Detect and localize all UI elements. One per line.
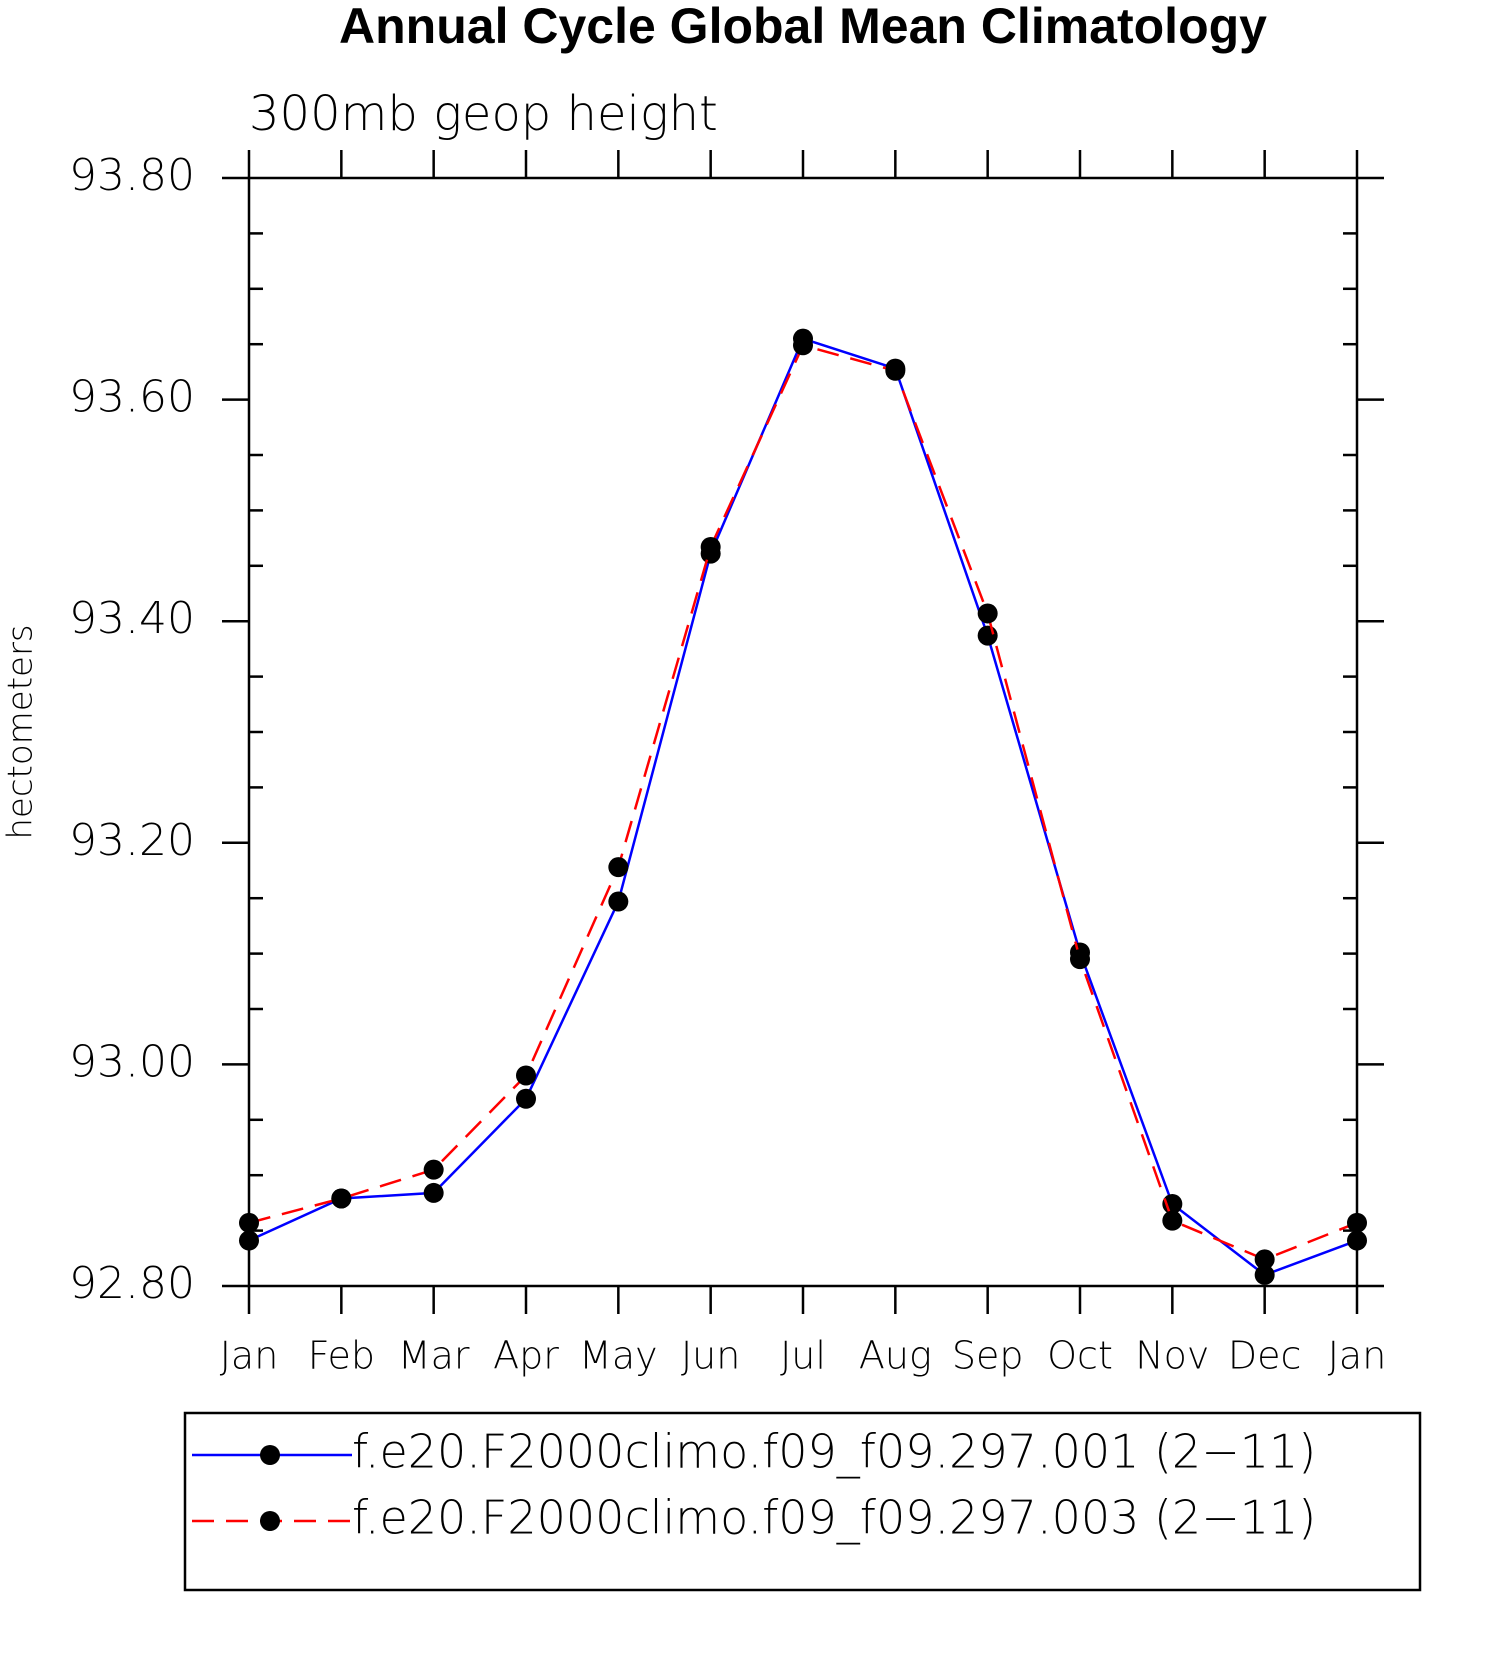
x-tick-label: Jul bbox=[780, 1334, 826, 1378]
marker bbox=[977, 625, 998, 646]
marker bbox=[1254, 1249, 1275, 1270]
y-tick-label: 93.20 bbox=[69, 815, 195, 866]
x-tick-label: Aug bbox=[859, 1334, 932, 1378]
marker bbox=[1347, 1212, 1367, 1233]
marker bbox=[331, 1188, 352, 1209]
legend-label: f.e20.F2000climo.f09_f09.297.003 (2−11) bbox=[352, 1491, 1316, 1545]
x-tick-label: Jan bbox=[1328, 1334, 1387, 1378]
marker bbox=[885, 360, 906, 381]
marker bbox=[1162, 1210, 1183, 1231]
marker bbox=[516, 1088, 536, 1109]
x-tick-label: Jan bbox=[220, 1334, 279, 1378]
marker bbox=[239, 1230, 259, 1251]
y-axis-label: hectometers bbox=[1, 624, 41, 839]
legend-marker bbox=[260, 1445, 280, 1465]
x-tick-label: Dec bbox=[1228, 1334, 1302, 1378]
chart-subtitle: 300mb geop height bbox=[249, 86, 718, 142]
x-tick-label: Oct bbox=[1047, 1334, 1113, 1378]
x-tick-label: Feb bbox=[308, 1334, 375, 1378]
marker bbox=[608, 891, 629, 912]
series-line bbox=[248, 337, 1358, 1277]
legend-box bbox=[183, 1411, 1422, 1592]
y-tick-label: 93.80 bbox=[69, 150, 195, 201]
y-tick-label: 93.40 bbox=[69, 593, 195, 644]
marker bbox=[516, 1065, 536, 1086]
marker bbox=[1347, 1230, 1367, 1251]
y-tick-label: 92.80 bbox=[69, 1258, 195, 1309]
y-tick-label: 93.60 bbox=[69, 372, 195, 423]
marker bbox=[793, 335, 813, 356]
legend-marker bbox=[260, 1511, 280, 1531]
x-tick-label: Nov bbox=[1135, 1334, 1209, 1378]
x-tick-label: Sep bbox=[952, 1334, 1024, 1378]
y-tick-label: 93.00 bbox=[69, 1036, 195, 1087]
marker bbox=[239, 1212, 259, 1233]
marker bbox=[977, 603, 998, 624]
legend-label: f.e20.F2000climo.f09_f09.297.001 (2−11) bbox=[352, 1425, 1316, 1479]
x-tick-label: Apr bbox=[493, 1334, 559, 1378]
marker bbox=[423, 1159, 444, 1180]
marker bbox=[423, 1182, 444, 1203]
marker bbox=[1254, 1264, 1275, 1285]
x-tick-label: May bbox=[579, 1334, 658, 1378]
marker bbox=[1070, 949, 1090, 970]
x-tick-label: Jun bbox=[681, 1334, 740, 1378]
marker bbox=[700, 536, 721, 557]
x-tick-label: Mar bbox=[398, 1334, 470, 1378]
chart-title: Annual Cycle Global Mean Climatology bbox=[339, 0, 1267, 54]
series-line bbox=[248, 343, 1358, 1261]
marker bbox=[608, 857, 629, 878]
